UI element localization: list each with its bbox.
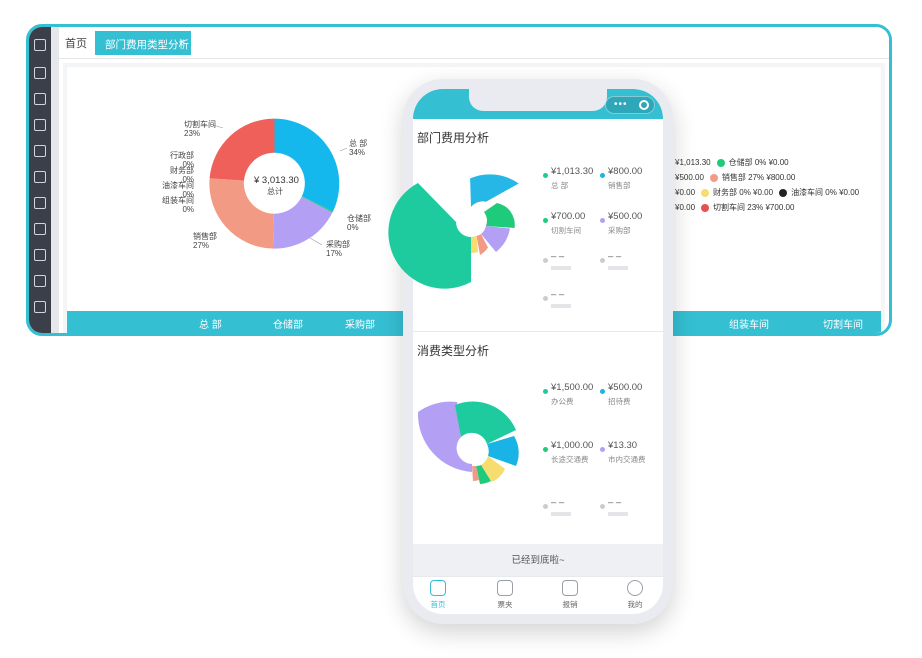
section-title: 部门费用分析 [417, 131, 490, 145]
rose-salmon [476, 234, 488, 255]
donut-label: 仓储部 0% [347, 214, 371, 232]
invoice-icon[interactable] [34, 275, 46, 287]
legend-row: ¥0.00 财务部 0% ¥0.00 油漆车间 0% ¥0.00 [675, 188, 860, 197]
stat-item[interactable]: – – [600, 251, 628, 270]
legend-dot [779, 188, 788, 197]
tab-reimburse[interactable]: 报销 [550, 580, 590, 610]
donut-label: 组装车间 0% [162, 196, 194, 214]
rose-blue-2 [487, 436, 519, 466]
rose-yellow [471, 236, 478, 254]
stat-item[interactable]: ¥800.00 销售部 [600, 166, 642, 191]
report-icon[interactable] [34, 171, 46, 183]
bank-icon[interactable] [34, 223, 46, 235]
rose-purple [481, 226, 510, 252]
database-icon[interactable] [34, 249, 46, 261]
legend-row: ¥0.00 切割车间 23% ¥700.00 [675, 203, 795, 212]
donut-label: 财务部 0% [170, 166, 194, 184]
inbox-icon[interactable] [34, 301, 46, 313]
stat-item[interactable]: ¥13.30 市内交通费 [600, 440, 646, 465]
home-icon [430, 580, 446, 596]
stat-item[interactable]: ¥500.00 采购部 [600, 211, 642, 236]
donut-center-label: 总计 [267, 187, 283, 196]
rose-teal-2 [455, 401, 516, 444]
document-icon[interactable] [34, 67, 46, 79]
user-icon [627, 580, 643, 596]
divider [413, 331, 663, 332]
receipt-icon [562, 580, 578, 596]
store-icon[interactable] [34, 197, 46, 209]
bar-item[interactable]: 组装车间 [729, 320, 769, 331]
home-icon[interactable] [34, 39, 46, 51]
mini-program-capsule[interactable]: ••• [605, 96, 655, 114]
tab-home[interactable]: 首页 [65, 38, 87, 50]
slice-headquarters [274, 118, 340, 212]
stat-item[interactable]: ¥700.00 切割车间 [543, 211, 585, 236]
building-icon[interactable] [34, 145, 46, 157]
end-of-list-text: 已经到底啦~ [511, 555, 565, 566]
scroll-strip[interactable] [51, 27, 59, 333]
stat-item[interactable]: – – [543, 251, 571, 270]
slice-cutting [209, 118, 275, 181]
tab-label: 部门费用类型分析 [105, 39, 189, 51]
donut-label: 销售部 27% [193, 232, 217, 250]
rose-green-2 [476, 465, 491, 484]
rose-teal [388, 183, 471, 289]
chart-icon[interactable] [34, 93, 46, 105]
section-title: 消费类型分析 [417, 344, 490, 358]
donut-label: 总 部 34% [349, 139, 368, 157]
slice-warehouse [301, 196, 333, 213]
slice-sales [209, 178, 274, 249]
tab-bar: 首页 部门费用类型分析 × [59, 27, 889, 59]
stat-item[interactable]: ¥1,500.00 办公费 [543, 382, 593, 407]
legend-dot [701, 188, 710, 197]
tab-home[interactable]: 首页 [418, 580, 458, 610]
phone-notch [469, 89, 607, 111]
donut-label: 切割车间 23% [184, 120, 216, 138]
slice-purchasing [273, 196, 333, 249]
bar-item[interactable]: 切割车间 [823, 320, 863, 331]
legend-row: ¥500.00 销售部 27% ¥800.00 [675, 173, 796, 182]
rose-headquarters [470, 174, 519, 207]
legend-row: ¥1,013.30 仓储部 0% ¥0.00 [675, 158, 789, 167]
mobile-tab-bar: 首页 票夹 报销 我的 [413, 576, 663, 614]
stat-item[interactable]: ¥1,013.30 总 部 [543, 166, 593, 191]
phone-header: ••• [413, 89, 663, 119]
rose-salmon-2 [472, 466, 479, 481]
rose-green [484, 203, 515, 228]
donut-label: 采购部 17% [326, 240, 350, 258]
close-circle-icon[interactable] [639, 100, 649, 110]
bar-item[interactable]: 总 部 [199, 320, 222, 331]
donut-label: 行政部 0% [170, 151, 194, 169]
tab-expense-analysis[interactable]: 部门费用类型分析 × [95, 31, 191, 55]
tab-wallet[interactable]: 票夹 [485, 580, 525, 610]
close-icon[interactable]: × [179, 37, 185, 48]
donut-center-value: ¥ 3,013.30 [254, 175, 299, 186]
stat-item[interactable]: – – [543, 289, 571, 308]
stat-item[interactable]: – – [600, 497, 628, 516]
rose-yellow-2 [481, 456, 505, 482]
legend-dot [716, 158, 725, 167]
tab-profile[interactable]: 我的 [615, 580, 655, 610]
stat-item[interactable]: ¥500.00 招待费 [600, 382, 642, 407]
bar-item[interactable]: 采购部 [345, 320, 375, 331]
bar-item[interactable]: 仓储部 [273, 320, 303, 331]
folder-icon [497, 580, 513, 596]
donut-label: 油漆车间 0% [162, 181, 194, 199]
legend-dot [701, 203, 710, 212]
more-icon[interactable]: ••• [614, 99, 628, 110]
wallet-icon[interactable] [34, 119, 46, 131]
legend-dot [709, 173, 718, 182]
stat-item[interactable]: – – [543, 497, 571, 516]
stat-item[interactable]: ¥1,000.00 长途交通费 [543, 440, 593, 465]
sidebar [29, 27, 51, 333]
